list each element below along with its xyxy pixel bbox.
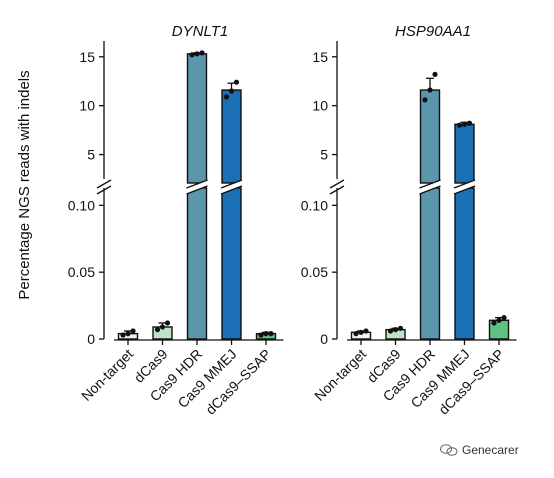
bar-break-gap bbox=[453, 180, 476, 194]
bar-break-mark bbox=[186, 179, 208, 189]
bar-break-mark bbox=[220, 185, 243, 195]
bar-cas9-mmej-lower bbox=[221, 187, 242, 340]
data-point bbox=[154, 327, 161, 333]
y-tick-label: 0.10 bbox=[68, 197, 95, 213]
panel-dynlt1: DYNLT100.050.1051015Non-targetdCas9Cas9 … bbox=[68, 23, 284, 418]
data-point bbox=[164, 320, 171, 326]
data-point bbox=[258, 332, 264, 338]
y-tick-label: 0.05 bbox=[301, 264, 328, 280]
data-point bbox=[120, 332, 126, 338]
y-tick-label: 0.05 bbox=[68, 264, 95, 280]
data-point bbox=[358, 329, 364, 335]
data-point bbox=[233, 79, 240, 85]
y-tick-label: 0 bbox=[87, 331, 95, 347]
data-point bbox=[387, 328, 394, 334]
bar-break-gap bbox=[185, 180, 209, 194]
y-tick-label: 15 bbox=[79, 49, 95, 65]
data-point bbox=[432, 71, 438, 77]
bar-break-mark bbox=[453, 185, 476, 195]
watermark-text: Genecarer bbox=[462, 443, 519, 457]
bar-cas9-hdr-upper bbox=[419, 89, 441, 184]
y-tick-label: 5 bbox=[87, 147, 95, 163]
x-tick-label: Non-target bbox=[78, 346, 136, 404]
x-tick-label: Non-target bbox=[311, 346, 369, 404]
bar-cas9-hdr-lower bbox=[186, 187, 208, 340]
data-point bbox=[353, 331, 359, 337]
watermark: Genecarer bbox=[440, 443, 519, 457]
data-point bbox=[427, 87, 433, 93]
axis-break-mark bbox=[96, 179, 112, 189]
axis-break-mark bbox=[329, 179, 345, 189]
y-tick-label: 15 bbox=[312, 49, 328, 65]
data-point bbox=[263, 331, 269, 337]
axis-break-mark bbox=[329, 185, 345, 195]
data-point bbox=[466, 120, 473, 126]
axis-break-mark bbox=[96, 185, 112, 195]
data-point bbox=[461, 121, 468, 127]
data-point bbox=[189, 52, 195, 58]
data-point bbox=[422, 97, 428, 103]
bar-cas9-mmej-upper bbox=[454, 123, 475, 184]
data-point bbox=[491, 320, 497, 326]
data-point bbox=[456, 122, 463, 128]
y-tick-label: 10 bbox=[312, 98, 328, 114]
data-point bbox=[397, 325, 404, 331]
y-tick-label: 5 bbox=[320, 147, 328, 163]
bar-break-gap bbox=[220, 180, 243, 194]
y-tick-label: 0 bbox=[320, 331, 328, 347]
chat-bubbles-icon bbox=[440, 444, 458, 456]
bar-break-mark bbox=[186, 185, 208, 195]
y-tick-label: 10 bbox=[79, 98, 95, 114]
panel-title: HSP90AA1 bbox=[395, 23, 471, 40]
bar-cas9-hdr-lower bbox=[419, 187, 441, 340]
panel-title: DYNLT1 bbox=[172, 23, 228, 40]
bar-break-mark bbox=[453, 179, 476, 189]
bar-break-mark bbox=[419, 179, 441, 189]
data-point bbox=[392, 327, 399, 333]
data-point bbox=[199, 50, 205, 56]
bar-cas9-mmej-upper bbox=[221, 89, 242, 184]
data-point bbox=[223, 94, 230, 100]
bar-break-mark bbox=[220, 179, 243, 189]
bar-cas9-mmej-lower bbox=[454, 187, 475, 340]
data-point bbox=[228, 88, 235, 94]
bar-cas9-hdr-upper bbox=[186, 53, 208, 184]
data-point bbox=[159, 324, 166, 330]
data-point bbox=[130, 328, 136, 334]
data-point bbox=[496, 317, 502, 323]
panel-hsp90aa1: HSP90AA100.050.1051015Non-targetdCas9Cas… bbox=[301, 23, 517, 418]
data-point bbox=[268, 331, 274, 337]
bar-break-mark bbox=[419, 185, 441, 195]
y-axis-label: Percentage NGS reads with indels bbox=[16, 70, 33, 299]
data-point bbox=[501, 315, 507, 321]
y-tick-label: 0.10 bbox=[301, 197, 328, 213]
bar-break-gap bbox=[418, 180, 442, 194]
data-point bbox=[363, 328, 369, 334]
data-point bbox=[194, 51, 200, 57]
data-point bbox=[125, 331, 131, 337]
